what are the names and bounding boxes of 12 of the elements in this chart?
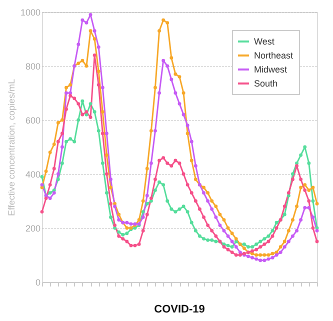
y-tick-label: 200 [25,224,40,234]
legend-label: Northeast [254,50,294,60]
y-tick-label: 0 [35,278,40,288]
y-tick-label: 800 [25,62,40,72]
y-tick-label: 600 [25,116,40,126]
y-tick-label: 1000 [20,8,40,18]
text: COVID-19 [154,304,205,316]
legend-label: South [254,78,278,88]
legend-label: West [254,36,275,46]
legend-label: Midwest [254,64,288,74]
y-tick-label: 400 [25,170,40,180]
y-axis-title: Effective concentration, copies/mL [6,79,16,216]
